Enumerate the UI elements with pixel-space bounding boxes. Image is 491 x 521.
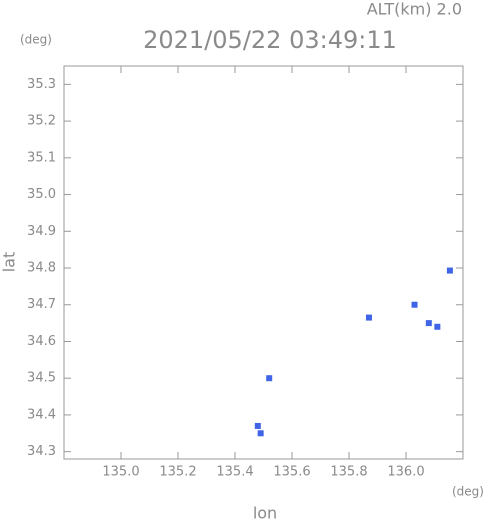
y-unit: (deg) bbox=[20, 33, 52, 47]
chart-subtitle: ALT(km) 2.0 bbox=[367, 0, 462, 19]
y-tick-label: 34.4 bbox=[27, 407, 56, 422]
y-tick-label: 34.3 bbox=[27, 444, 56, 459]
echo-point bbox=[365, 314, 372, 321]
echo-point bbox=[254, 422, 261, 429]
x-unit: (deg) bbox=[452, 485, 484, 499]
echo-point bbox=[266, 375, 273, 382]
x-tick-label: 135.2 bbox=[159, 465, 196, 480]
y-tick-label: 35.2 bbox=[27, 114, 56, 129]
y-tick-label: 35.1 bbox=[27, 150, 56, 165]
x-tick-label: 136.0 bbox=[387, 465, 424, 480]
chart-title: 2021/05/22 03:49:11 bbox=[143, 26, 397, 54]
y-tick-label: 34.7 bbox=[27, 297, 56, 312]
echo-point bbox=[257, 430, 264, 437]
x-tick-label: 135.4 bbox=[216, 465, 253, 480]
x-tick-label: 135.0 bbox=[102, 465, 139, 480]
y-axis-label: lat bbox=[0, 252, 19, 273]
echo-point bbox=[425, 320, 432, 327]
y-tick-label: 35.3 bbox=[27, 77, 56, 92]
x-tick-label: 135.8 bbox=[330, 465, 367, 480]
y-tick-label: 34.8 bbox=[27, 261, 56, 276]
echo-point bbox=[411, 301, 418, 308]
y-tick-label: 34.9 bbox=[27, 224, 56, 239]
x-axis-label: lon bbox=[253, 504, 277, 521]
plot-frame bbox=[63, 65, 464, 460]
x-tick-label: 135.6 bbox=[273, 465, 310, 480]
y-tick-label: 34.5 bbox=[27, 371, 56, 386]
y-tick-label: 35.0 bbox=[27, 187, 56, 202]
echo-point bbox=[434, 323, 441, 330]
y-tick-label: 34.6 bbox=[27, 334, 56, 349]
echo-point bbox=[446, 267, 453, 274]
